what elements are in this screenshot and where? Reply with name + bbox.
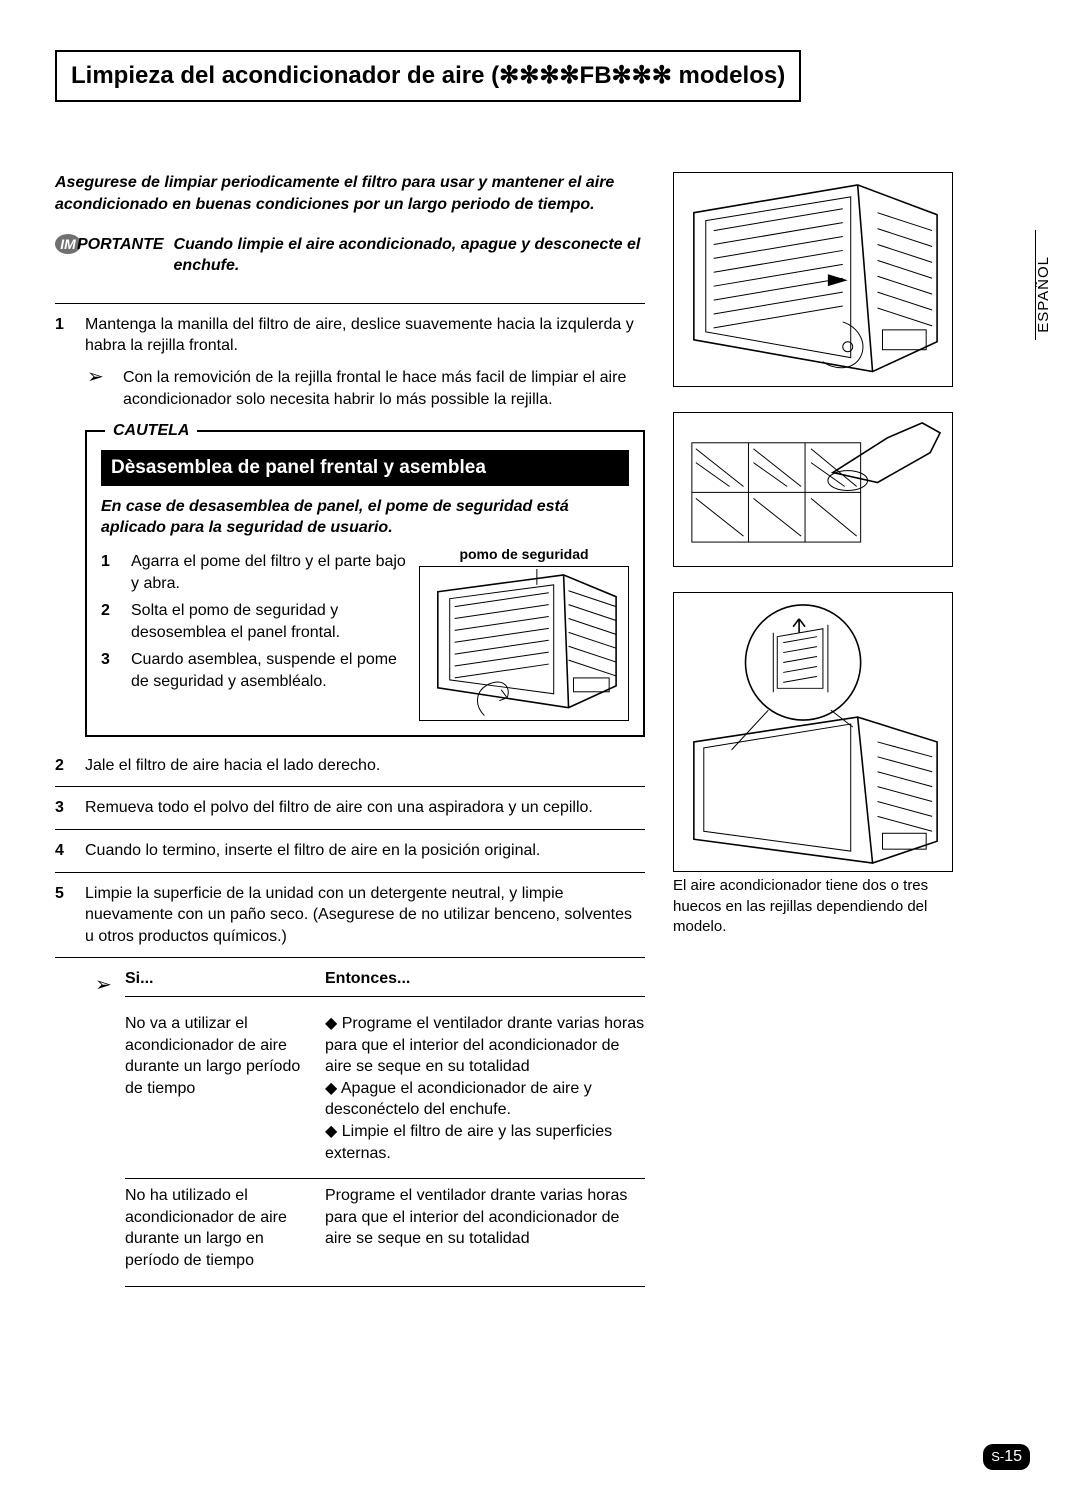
si-row-1: No va a utilizar el acondicionador de ai… <box>125 1007 645 1179</box>
importante-row: IMPORTANTE Cuando limpie el aire acondic… <box>55 234 645 277</box>
step-text: Mantenga la manilla del filtro de aire, … <box>85 314 645 357</box>
si-header: Si... Entonces... <box>125 968 645 997</box>
si-cell: No va a utilizar el acondicionador de ai… <box>125 1013 325 1164</box>
ac-panel-illustration <box>420 567 628 721</box>
note-arrow-icon: ➢ <box>87 367 111 410</box>
step-number: 1 <box>101 551 119 594</box>
cautela-step-2: 2 Solta el pomo de seguridad y desosembl… <box>101 600 407 643</box>
filter-vacuum-illustration <box>674 413 952 567</box>
step-1: 1 Mantenga la manilla del filtro de aire… <box>55 314 645 357</box>
cautela-intro: En case de desasemblea de panel, el pome… <box>101 496 629 539</box>
step-text: Jale el filtro de aire hacia el lado der… <box>85 755 645 777</box>
si-row-2: No ha utilizado el acondicionador de air… <box>125 1179 645 1286</box>
figure-3 <box>673 592 953 872</box>
si-grid: Si... Entonces... No va a utilizar el ac… <box>125 968 645 1286</box>
page-number: S-15 <box>983 1444 1030 1470</box>
step-1-note: ➢ Con la removición de la rejilla fronta… <box>87 367 645 410</box>
entonces-cell: Programe el ventilador drante varias hor… <box>325 1185 645 1271</box>
table-arrow-icon: ➢ <box>95 972 125 1286</box>
importante-label-rest: PORTANTE <box>77 236 164 253</box>
step-number: 2 <box>101 600 119 643</box>
step-text: Agarra el pome del filtro y el parte baj… <box>131 551 407 594</box>
si-entonces-table: ➢ Si... Entonces... No va a utilizar el … <box>95 968 645 1286</box>
page-num-prefix: S- <box>991 1449 1004 1464</box>
cautela-steps: 1 Agarra el pome del filtro y el parte b… <box>101 545 407 699</box>
si-header-entonces: Entonces... <box>325 968 645 990</box>
bullet-item: Apague el acondicionador de aire y desco… <box>325 1078 645 1121</box>
step-text: Cuardo asemblea, suspende el pome de seg… <box>131 649 407 692</box>
intro-text: Asegurese de limpiar periodicamente el f… <box>55 172 645 215</box>
step-number: 3 <box>55 797 73 819</box>
page-title: Limpieza del acondicionador de aire (✻✻✻… <box>71 62 785 89</box>
language-tab: ESPAÑOL <box>1034 256 1054 333</box>
ac-inset-illustration <box>674 593 952 871</box>
cautela-content: 1 Agarra el pome del filtro y el parte b… <box>101 545 629 721</box>
step-3: 3 Remueva todo el polvo del filtro de ai… <box>55 797 645 819</box>
figure-1 <box>673 172 953 387</box>
entonces-bullets: Programe el ventilador drante varias hor… <box>325 1013 645 1164</box>
divider <box>55 829 645 830</box>
step-4: 4 Cuando lo termino, inserte el filtro d… <box>55 840 645 862</box>
cautela-step-1: 1 Agarra el pome del filtro y el parte b… <box>101 551 407 594</box>
right-column: El aire acondicionador tiene dos o tres … <box>673 172 953 1286</box>
figure-3-caption: El aire acondicionador tiene dos o tres … <box>673 876 953 937</box>
left-column: Asegurese de limpiar periodicamente el f… <box>55 172 645 1286</box>
importante-text: Cuando limpie el aire acondicionado, apa… <box>174 234 645 277</box>
step-text: Limpie la superficie de la unidad con un… <box>85 883 645 948</box>
step-number: 5 <box>55 883 73 948</box>
cautela-step-3: 3 Cuardo asemblea, suspende el pome de s… <box>101 649 407 692</box>
step-5: 5 Limpie la superficie de la unidad con … <box>55 883 645 948</box>
step-2: 2 Jale el filtro de aire hacia el lado d… <box>55 755 645 777</box>
page-num-value: 15 <box>1004 1448 1022 1465</box>
step-number: 4 <box>55 840 73 862</box>
entonces-cell: Programe el ventilador drante varias hor… <box>325 1013 645 1164</box>
bullet-item: Limpie el filtro de aire y las superfici… <box>325 1121 645 1164</box>
step-text: Solta el pomo de seguridad y desosemblea… <box>131 600 407 643</box>
main-columns: Asegurese de limpiar periodicamente el f… <box>55 172 1030 1286</box>
ac-unit-open-illustration <box>674 173 952 386</box>
divider <box>55 957 645 958</box>
cautela-legend: CAUTELA <box>105 420 197 442</box>
step-text: Cuando lo termino, inserte el filtro de … <box>85 840 645 862</box>
cautela-figure: pomo de seguridad <box>419 545 629 721</box>
cautela-heading: Dèsasemblea de panel frental y asemblea <box>101 450 629 486</box>
cautela-box: CAUTELA Dèsasemblea de panel frental y a… <box>85 430 645 737</box>
figure-2 <box>673 412 953 567</box>
bullet-item: Programe el ventilador drante varias hor… <box>325 1013 645 1078</box>
step-number: 1 <box>55 314 73 357</box>
si-cell: No ha utilizado el acondicionador de air… <box>125 1185 325 1271</box>
divider <box>55 786 645 787</box>
step-number: 3 <box>101 649 119 692</box>
step-number: 2 <box>55 755 73 777</box>
note-text: Con la removición de la rejilla frontal … <box>123 367 645 410</box>
si-header-si: Si... <box>125 968 325 990</box>
cautela-figure-label: pomo de seguridad <box>419 545 629 564</box>
step-text: Remueva todo el polvo del filtro de aire… <box>85 797 645 819</box>
divider <box>55 303 645 304</box>
divider <box>55 872 645 873</box>
page-title-bar: Limpieza del acondicionador de aire (✻✻✻… <box>55 50 801 102</box>
cautela-figure-image <box>419 566 629 721</box>
importante-label: IMPORTANTE <box>55 234 164 256</box>
